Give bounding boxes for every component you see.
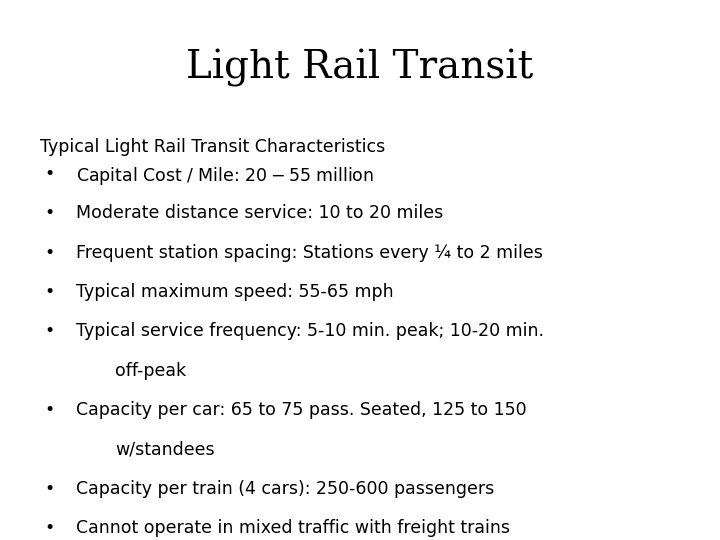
Text: off-peak: off-peak [115,362,186,380]
Text: •: • [45,401,55,419]
Text: Moderate distance service: 10 to 20 miles: Moderate distance service: 10 to 20 mile… [76,204,443,222]
Text: Capital Cost / Mile: $20-$55 million: Capital Cost / Mile: $20-$55 million [76,165,374,187]
Text: Cannot operate in mixed traffic with freight trains: Cannot operate in mixed traffic with fre… [76,519,510,537]
Text: •: • [45,244,55,261]
Text: •: • [45,204,55,222]
Text: •: • [45,322,55,340]
Text: Light Rail Transit: Light Rail Transit [186,49,534,86]
Text: •: • [45,283,55,301]
Text: Typical maximum speed: 55-65 mph: Typical maximum speed: 55-65 mph [76,283,393,301]
Text: •: • [45,519,55,537]
Text: Frequent station spacing: Stations every ¼ to 2 miles: Frequent station spacing: Stations every… [76,244,542,261]
Text: •: • [45,480,55,498]
Text: Typical service frequency: 5-10 min. peak; 10-20 min.: Typical service frequency: 5-10 min. pea… [76,322,544,340]
Text: Typical Light Rail Transit Characteristics: Typical Light Rail Transit Characteristi… [40,138,385,156]
Text: •: • [45,165,55,183]
Text: Capacity per car: 65 to 75 pass. Seated, 125 to 150: Capacity per car: 65 to 75 pass. Seated,… [76,401,526,419]
Text: Capacity per train (4 cars): 250-600 passengers: Capacity per train (4 cars): 250-600 pas… [76,480,494,498]
Text: w/standees: w/standees [115,441,215,458]
